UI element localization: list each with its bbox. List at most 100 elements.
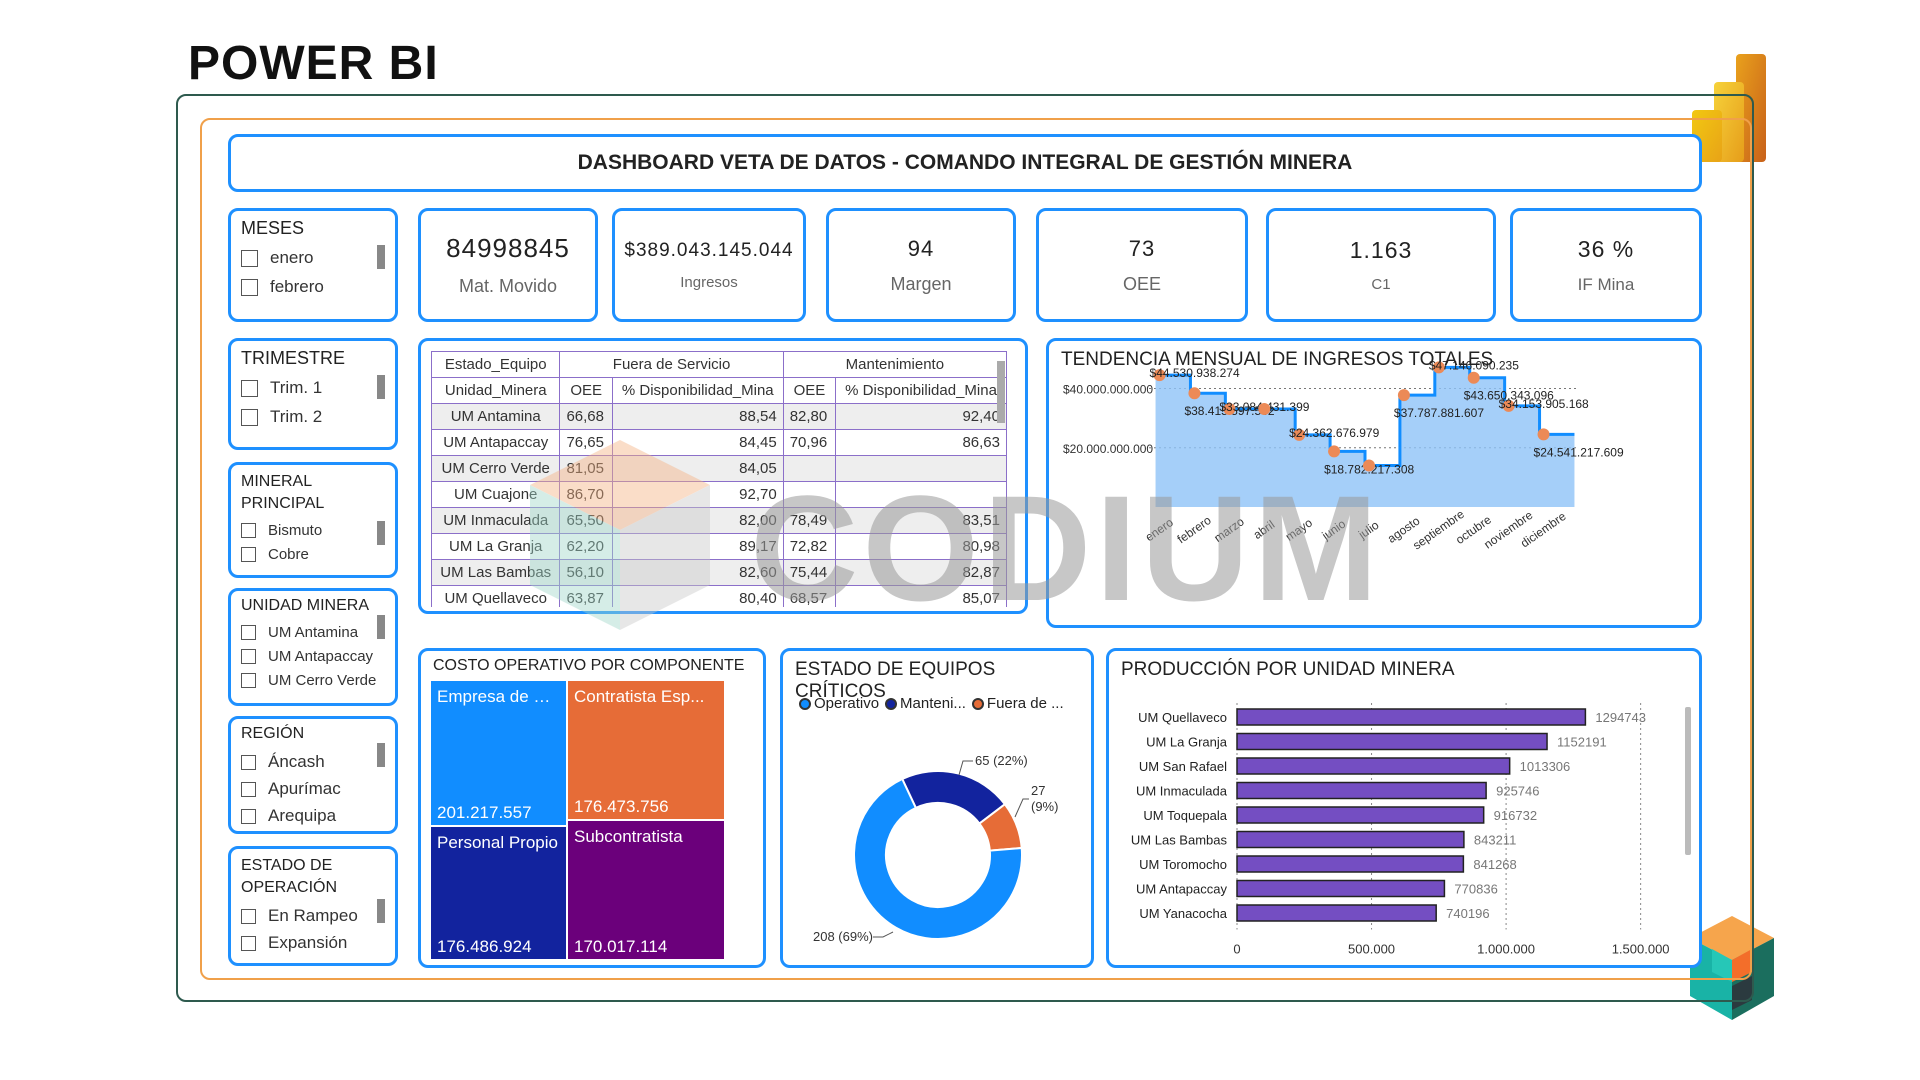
slicer-option[interactable]: Trim. 2: [241, 407, 385, 427]
category-label: UM Toquepala: [1143, 808, 1227, 823]
data-point[interactable]: [1363, 459, 1375, 472]
table-row[interactable]: UM Las Bambas 56,10 82,60 75,44 82,87: [431, 559, 1007, 586]
table-row[interactable]: UM Antapaccay 76,65 84,45 70,96 86,63: [431, 429, 1007, 456]
chart-title: PRODUCCIÓN POR UNIDAD MINERA: [1121, 659, 1455, 680]
table-row[interactable]: UM Antamina 66,68 88,54 82,80 92,40: [431, 403, 1007, 430]
table-row[interactable]: UM Cuajone 86,70 92,70: [431, 481, 1007, 508]
x-tick-label: abril: [1251, 517, 1278, 541]
scrollbar[interactable]: [377, 521, 385, 545]
data-point[interactable]: [1293, 428, 1306, 441]
checkbox[interactable]: [241, 523, 256, 538]
production-bar[interactable]: [1236, 879, 1446, 898]
checkbox[interactable]: [241, 547, 256, 562]
checkbox[interactable]: [241, 781, 256, 797]
equipment-matrix: Estado_Equipo Fuera de Servicio Mantenim…: [431, 351, 1007, 607]
production-bar[interactable]: [1236, 757, 1511, 775]
slicer-region[interactable]: REGIÓN Áncash Apurímac Arequipa: [228, 716, 398, 834]
checkbox[interactable]: [241, 673, 256, 688]
production-bar[interactable]: [1236, 781, 1487, 800]
unit-cell: UM Antapaccay: [431, 429, 561, 456]
slicer-option[interactable]: enero: [241, 248, 385, 268]
slicer-option[interactable]: Expansión: [241, 933, 385, 953]
data-point[interactable]: [1223, 403, 1236, 416]
data-point[interactable]: [1397, 389, 1410, 402]
production-bar[interactable]: [1236, 904, 1437, 922]
checkbox[interactable]: [241, 249, 258, 267]
donut-slice[interactable]: [853, 777, 1023, 940]
slicer-unidad-minera[interactable]: UNIDAD MINERA UM Antamina UM Antapaccay …: [228, 588, 398, 706]
production-bar[interactable]: [1236, 830, 1465, 849]
slicer-title: MINERAL PRINCIPAL: [241, 473, 325, 512]
data-point[interactable]: [1537, 428, 1550, 441]
data-point[interactable]: [1153, 369, 1166, 382]
kpi-label: C1: [1371, 276, 1391, 293]
treemap-tile[interactable]: Subcontratista 170.017.114: [568, 821, 724, 959]
checkbox[interactable]: [241, 278, 258, 296]
data-point[interactable]: [1467, 371, 1480, 384]
kpi-value: 36 %: [1577, 235, 1635, 262]
data-point[interactable]: [1502, 399, 1515, 412]
data-point[interactable]: [1188, 387, 1201, 400]
slicer-option[interactable]: En Rampeo: [241, 906, 385, 926]
production-bar[interactable]: [1236, 708, 1587, 726]
table-row[interactable]: UM Cerro Verde 81,05 84,05: [431, 455, 1007, 482]
table-row[interactable]: UM La Granja 62,20 89,17 72,82 80,98: [431, 533, 1007, 560]
legend-item[interactable]: Fuera de ...: [971, 695, 1064, 712]
checkbox[interactable]: [241, 908, 256, 924]
checkbox[interactable]: [241, 808, 256, 824]
checkbox[interactable]: [241, 754, 256, 770]
scrollbar[interactable]: [377, 375, 385, 399]
checkbox[interactable]: [241, 625, 256, 640]
production-bar[interactable]: [1236, 855, 1465, 873]
value-cell: [835, 455, 1007, 482]
data-point[interactable]: [1328, 445, 1341, 458]
equipment-donut-card: ESTADO DE EQUIPOS CRÍTICOS Operativo Man…: [780, 648, 1094, 968]
slicer-option[interactable]: Cobre: [241, 546, 385, 563]
slicer-meses[interactable]: MESES enero febrero: [228, 208, 398, 322]
scrollbar[interactable]: [377, 245, 385, 269]
slicer-option[interactable]: Áncash: [241, 752, 385, 772]
slicer-option[interactable]: UM Cerro Verde: [241, 672, 385, 689]
treemap-tile[interactable]: Empresa de Servi... 201.217.557: [431, 681, 566, 825]
legend-item[interactable]: Manteni...: [885, 695, 966, 712]
scrollbar[interactable]: [1685, 707, 1691, 855]
checkbox[interactable]: [241, 935, 256, 951]
scrollbar[interactable]: [377, 743, 385, 767]
value-cell: 65,50: [559, 507, 613, 534]
kpi-label: Margen: [890, 273, 952, 294]
slicer-option[interactable]: febrero: [241, 277, 385, 297]
slicer-option[interactable]: Bismuto: [241, 522, 385, 539]
checkbox[interactable]: [241, 649, 256, 664]
slicer-option[interactable]: Arequipa: [241, 806, 385, 826]
data-point[interactable]: [1432, 361, 1445, 374]
table-row[interactable]: UM Quellaveco 63,87 80,40 68,57 85,07: [431, 585, 1007, 607]
slicer-trimestre[interactable]: TRIMESTRE Trim. 1 Trim. 2: [228, 338, 398, 450]
slicer-option[interactable]: UM Antapaccay: [241, 648, 385, 665]
slicer-option[interactable]: Trim. 1: [241, 378, 385, 398]
header-mantenimiento: Mantenimiento: [782, 351, 1007, 378]
production-bar-card: PRODUCCIÓN POR UNIDAD MINERA 0 500.000 1.0…: [1106, 648, 1702, 968]
data-point[interactable]: [1258, 403, 1271, 416]
production-bar[interactable]: [1236, 806, 1485, 824]
data-label: 1013306: [1520, 759, 1571, 774]
scrollbar[interactable]: [377, 615, 385, 639]
slicer-estado-operacion[interactable]: ESTADO DE OPERACIÓN En Rampeo Expansión: [228, 846, 398, 966]
header-disponibilidad: % Disponibilidad_Mina: [835, 377, 1007, 404]
checkbox[interactable]: [241, 379, 258, 397]
kpi-label: IF Mina: [1577, 274, 1635, 294]
matrix-viewport[interactable]: Estado_Equipo Fuera de Servicio Mantenim…: [431, 351, 1007, 607]
value-cell: 70,96: [782, 429, 837, 456]
x-tick-label: febrero: [1175, 513, 1214, 546]
scrollbar[interactable]: [377, 899, 385, 923]
table-row[interactable]: UM Inmaculada 65,50 82,00 78,49 83,51: [431, 507, 1007, 534]
slicer-option[interactable]: UM Antamina: [241, 624, 385, 641]
scrollbar[interactable]: [997, 361, 1005, 423]
treemap-tile[interactable]: Contratista Esp... 176.473.756: [568, 681, 724, 819]
checkbox[interactable]: [241, 408, 258, 426]
legend-item[interactable]: Operativo: [799, 695, 879, 712]
treemap-tile[interactable]: Personal Propio 176.486.924: [431, 827, 566, 959]
leader-line: [1014, 798, 1029, 818]
slicer-mineral-principal[interactable]: MINERAL PRINCIPAL Bismuto Cobre: [228, 462, 398, 578]
production-bar[interactable]: [1236, 732, 1548, 751]
slicer-option[interactable]: Apurímac: [241, 779, 385, 799]
